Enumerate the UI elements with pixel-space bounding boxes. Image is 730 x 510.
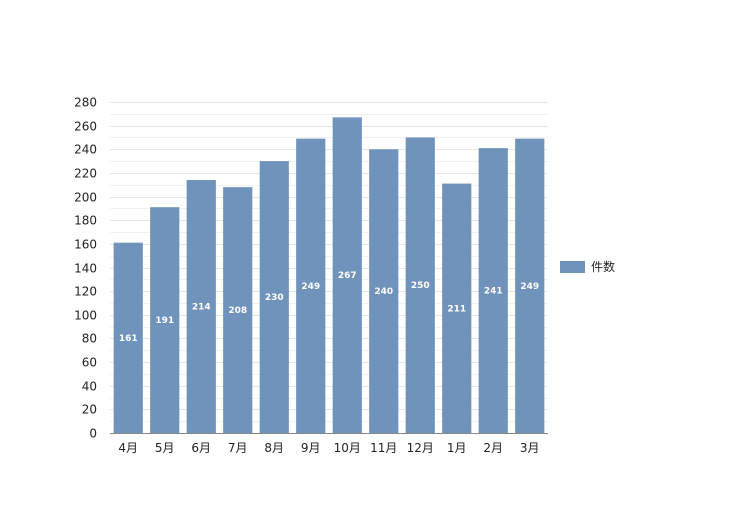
bar: [515, 138, 545, 433]
data-label: 267: [338, 271, 357, 281]
data-label: 250: [411, 281, 430, 291]
data-label: 208: [228, 306, 247, 316]
x-tick-label: 1月: [447, 441, 467, 455]
legend-label: 件数: [591, 259, 615, 274]
bar: [113, 242, 143, 433]
y-tick-label: 140: [74, 262, 97, 276]
x-tick-label: 4月: [118, 441, 138, 455]
x-tick-label: 2月: [483, 441, 503, 455]
data-label: 161: [119, 334, 138, 344]
y-tick-label: 260: [74, 120, 97, 134]
bar: [223, 187, 253, 433]
x-tick-label: 6月: [191, 441, 211, 455]
y-tick-label: 220: [74, 167, 97, 181]
y-tick-label: 40: [82, 380, 97, 394]
data-label: 230: [265, 293, 284, 303]
legend: 件数: [560, 259, 615, 274]
bar: [478, 148, 508, 433]
x-tick-label: 11月: [370, 441, 397, 455]
bar-series: 161 191 214 208 230 249 267 240 250 211 241 249: [113, 117, 545, 434]
x-tick-label: 3月: [520, 441, 540, 455]
y-axis: 0 20 40 60 80 100 120 140 160 180 200 220 240 260 280: [74, 96, 97, 441]
data-label: 249: [301, 282, 320, 292]
data-label: 214: [192, 303, 211, 313]
bar: [442, 183, 472, 433]
bar: [150, 207, 180, 433]
y-tick-label: 20: [82, 403, 97, 417]
bar: [332, 117, 362, 433]
x-tick-label: 7月: [228, 441, 248, 455]
x-tick-label: 12月: [407, 441, 434, 455]
bar: [259, 161, 289, 433]
bar: [405, 137, 435, 433]
x-tick-label: 9月: [301, 441, 321, 455]
y-tick-label: 180: [74, 214, 97, 228]
bar: [369, 149, 399, 434]
data-label: 191: [155, 316, 174, 326]
data-label: 241: [484, 287, 503, 297]
grid-lines: [110, 102, 548, 422]
x-tick-label: 8月: [264, 441, 284, 455]
y-tick-label: 240: [74, 143, 97, 157]
y-tick-label: 160: [74, 238, 97, 252]
data-label: 249: [520, 282, 539, 292]
data-label: 240: [374, 287, 393, 297]
y-tick-label: 100: [74, 309, 97, 323]
y-tick-label: 60: [82, 356, 97, 370]
y-tick-label: 80: [82, 332, 97, 346]
bar: [186, 180, 216, 433]
legend-swatch: [560, 261, 585, 273]
bar: [296, 138, 326, 433]
x-tick-label: 10月: [334, 441, 361, 455]
x-axis: 4月 5月 6月 7月 8月 9月 10月 11月 12月 1月 2月 3月: [110, 433, 548, 455]
y-tick-label: 280: [74, 96, 97, 110]
y-tick-label: 0: [89, 427, 97, 441]
y-tick-label: 120: [74, 285, 97, 299]
data-label: 211: [447, 304, 466, 314]
x-tick-label: 5月: [155, 441, 175, 455]
y-tick-label: 200: [74, 191, 97, 205]
